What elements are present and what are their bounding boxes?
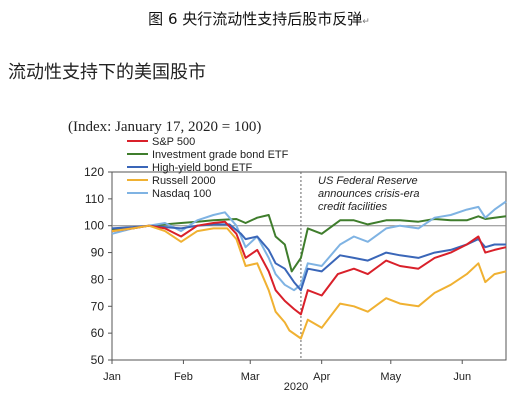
legend-label: Nasdaq 100	[152, 188, 211, 200]
x-tick-label: May	[380, 371, 401, 383]
figure-caption-text: 图 6 央行流动性支持后股市反弹	[148, 10, 363, 28]
y-tick-label: 50	[91, 353, 105, 367]
series-line-russell-2000	[111, 224, 507, 340]
y-tick-label: 90	[91, 246, 105, 260]
series-line-s-p-500	[111, 220, 507, 316]
return-mark-icon: ↵	[362, 17, 370, 27]
series-lines	[111, 200, 507, 340]
y-tick-label: 100	[84, 219, 104, 233]
legend-label: Investment grade bond ETF	[152, 149, 289, 161]
legend-label: High-yield bond ETF	[152, 162, 253, 174]
event-annotation-line: announces crisis-era	[318, 188, 420, 200]
axes: 50 60 70 80 90 100 110 120 Jan Feb Mar Apr May Jun	[84, 165, 471, 383]
y-tick-label: 110	[85, 192, 104, 206]
event-annotation-line: credit facilities	[318, 201, 388, 213]
figure-caption: 图 6 央行流动性支持后股市反弹↵	[0, 8, 518, 29]
plot-area-border	[111, 171, 507, 361]
y-tick-label: 80	[91, 272, 105, 286]
x-tick-label: Apr	[313, 371, 330, 383]
y-tick-label: 70	[91, 299, 105, 313]
year-label: 2020	[284, 381, 308, 393]
reference-lines	[112, 172, 506, 360]
y-tick-label: 120	[84, 165, 104, 179]
chart-subtitle: 流动性支持下的美国股市	[8, 62, 206, 83]
x-tick-label: Jan	[103, 371, 121, 383]
series-line-nasdaq-100	[111, 200, 507, 292]
legend-label: Russell 2000	[152, 175, 216, 187]
x-tick-label: Mar	[241, 371, 260, 383]
plot-frame	[111, 171, 507, 361]
x-tick-label: Feb	[174, 371, 193, 383]
legend-label: S&P 500	[152, 136, 195, 148]
index-note: (Index: January 17, 2020 = 100)	[68, 119, 261, 135]
event-annotation-line: US Federal Reserve	[318, 175, 418, 187]
x-tick-label: Jun	[453, 371, 471, 383]
y-tick-label: 60	[91, 326, 105, 340]
